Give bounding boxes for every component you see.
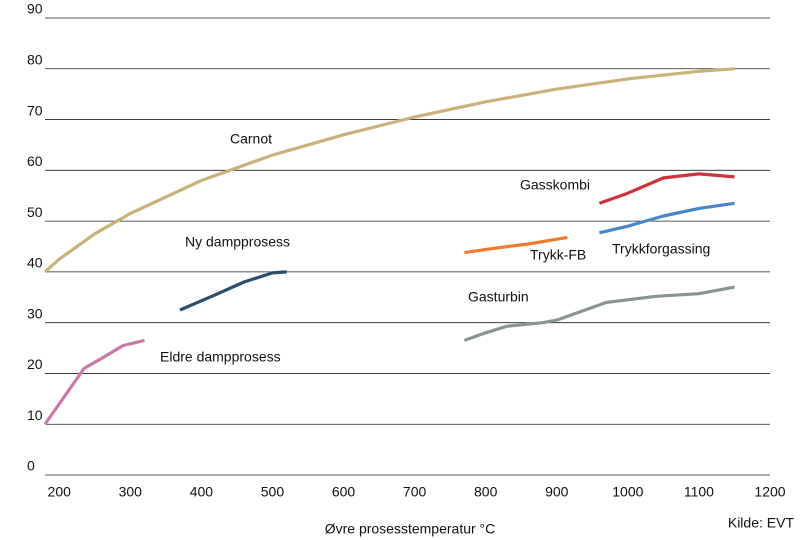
series-line xyxy=(599,201,735,235)
x-tick-label: 900 xyxy=(545,484,569,500)
x-tick-label: 700 xyxy=(403,484,427,500)
y-tick-label: 90 xyxy=(27,1,43,17)
series-label: Trykkforgassing xyxy=(612,241,710,257)
y-tick-label: 20 xyxy=(27,356,43,372)
series-label: Ny dampprosess xyxy=(185,234,290,250)
series-line xyxy=(43,67,735,274)
series-label: Gasskombi xyxy=(520,177,590,193)
series-line xyxy=(464,235,568,255)
x-tick-label: 400 xyxy=(190,484,214,500)
y-tick-label: 80 xyxy=(27,51,43,67)
series-line xyxy=(43,338,145,426)
y-tick-label: 40 xyxy=(27,255,43,271)
x-tick-label: 600 xyxy=(332,484,356,500)
y-tick-label: 0 xyxy=(27,458,35,474)
y-tick-label: 70 xyxy=(27,102,43,118)
x-tick-label: 500 xyxy=(261,484,285,500)
source-note: Kilde: EVT xyxy=(728,515,795,531)
series-label: Carnot xyxy=(230,131,272,147)
x-axis-label: Øvre prosesstemperatur °C xyxy=(325,521,496,537)
y-tick-label: 30 xyxy=(27,305,43,321)
x-tick-label: 1200 xyxy=(754,484,785,500)
series-line xyxy=(598,172,735,205)
series-label: Trykk-FB xyxy=(530,247,586,263)
x-tick-label: 1100 xyxy=(684,484,714,500)
series-line xyxy=(179,270,287,312)
y-tick-label: 50 xyxy=(27,204,43,220)
x-tick-label: 800 xyxy=(474,484,498,500)
x-tick-label: 1000 xyxy=(612,484,643,500)
series-label: Eldre dampprosess xyxy=(160,349,281,365)
x-tick-label: 200 xyxy=(48,484,72,500)
x-tick-label: 300 xyxy=(119,484,143,500)
y-tick-label: 10 xyxy=(27,407,43,423)
series-line xyxy=(463,285,735,342)
series-label: Gasturbin xyxy=(468,289,529,305)
y-tick-label: 60 xyxy=(27,153,43,169)
